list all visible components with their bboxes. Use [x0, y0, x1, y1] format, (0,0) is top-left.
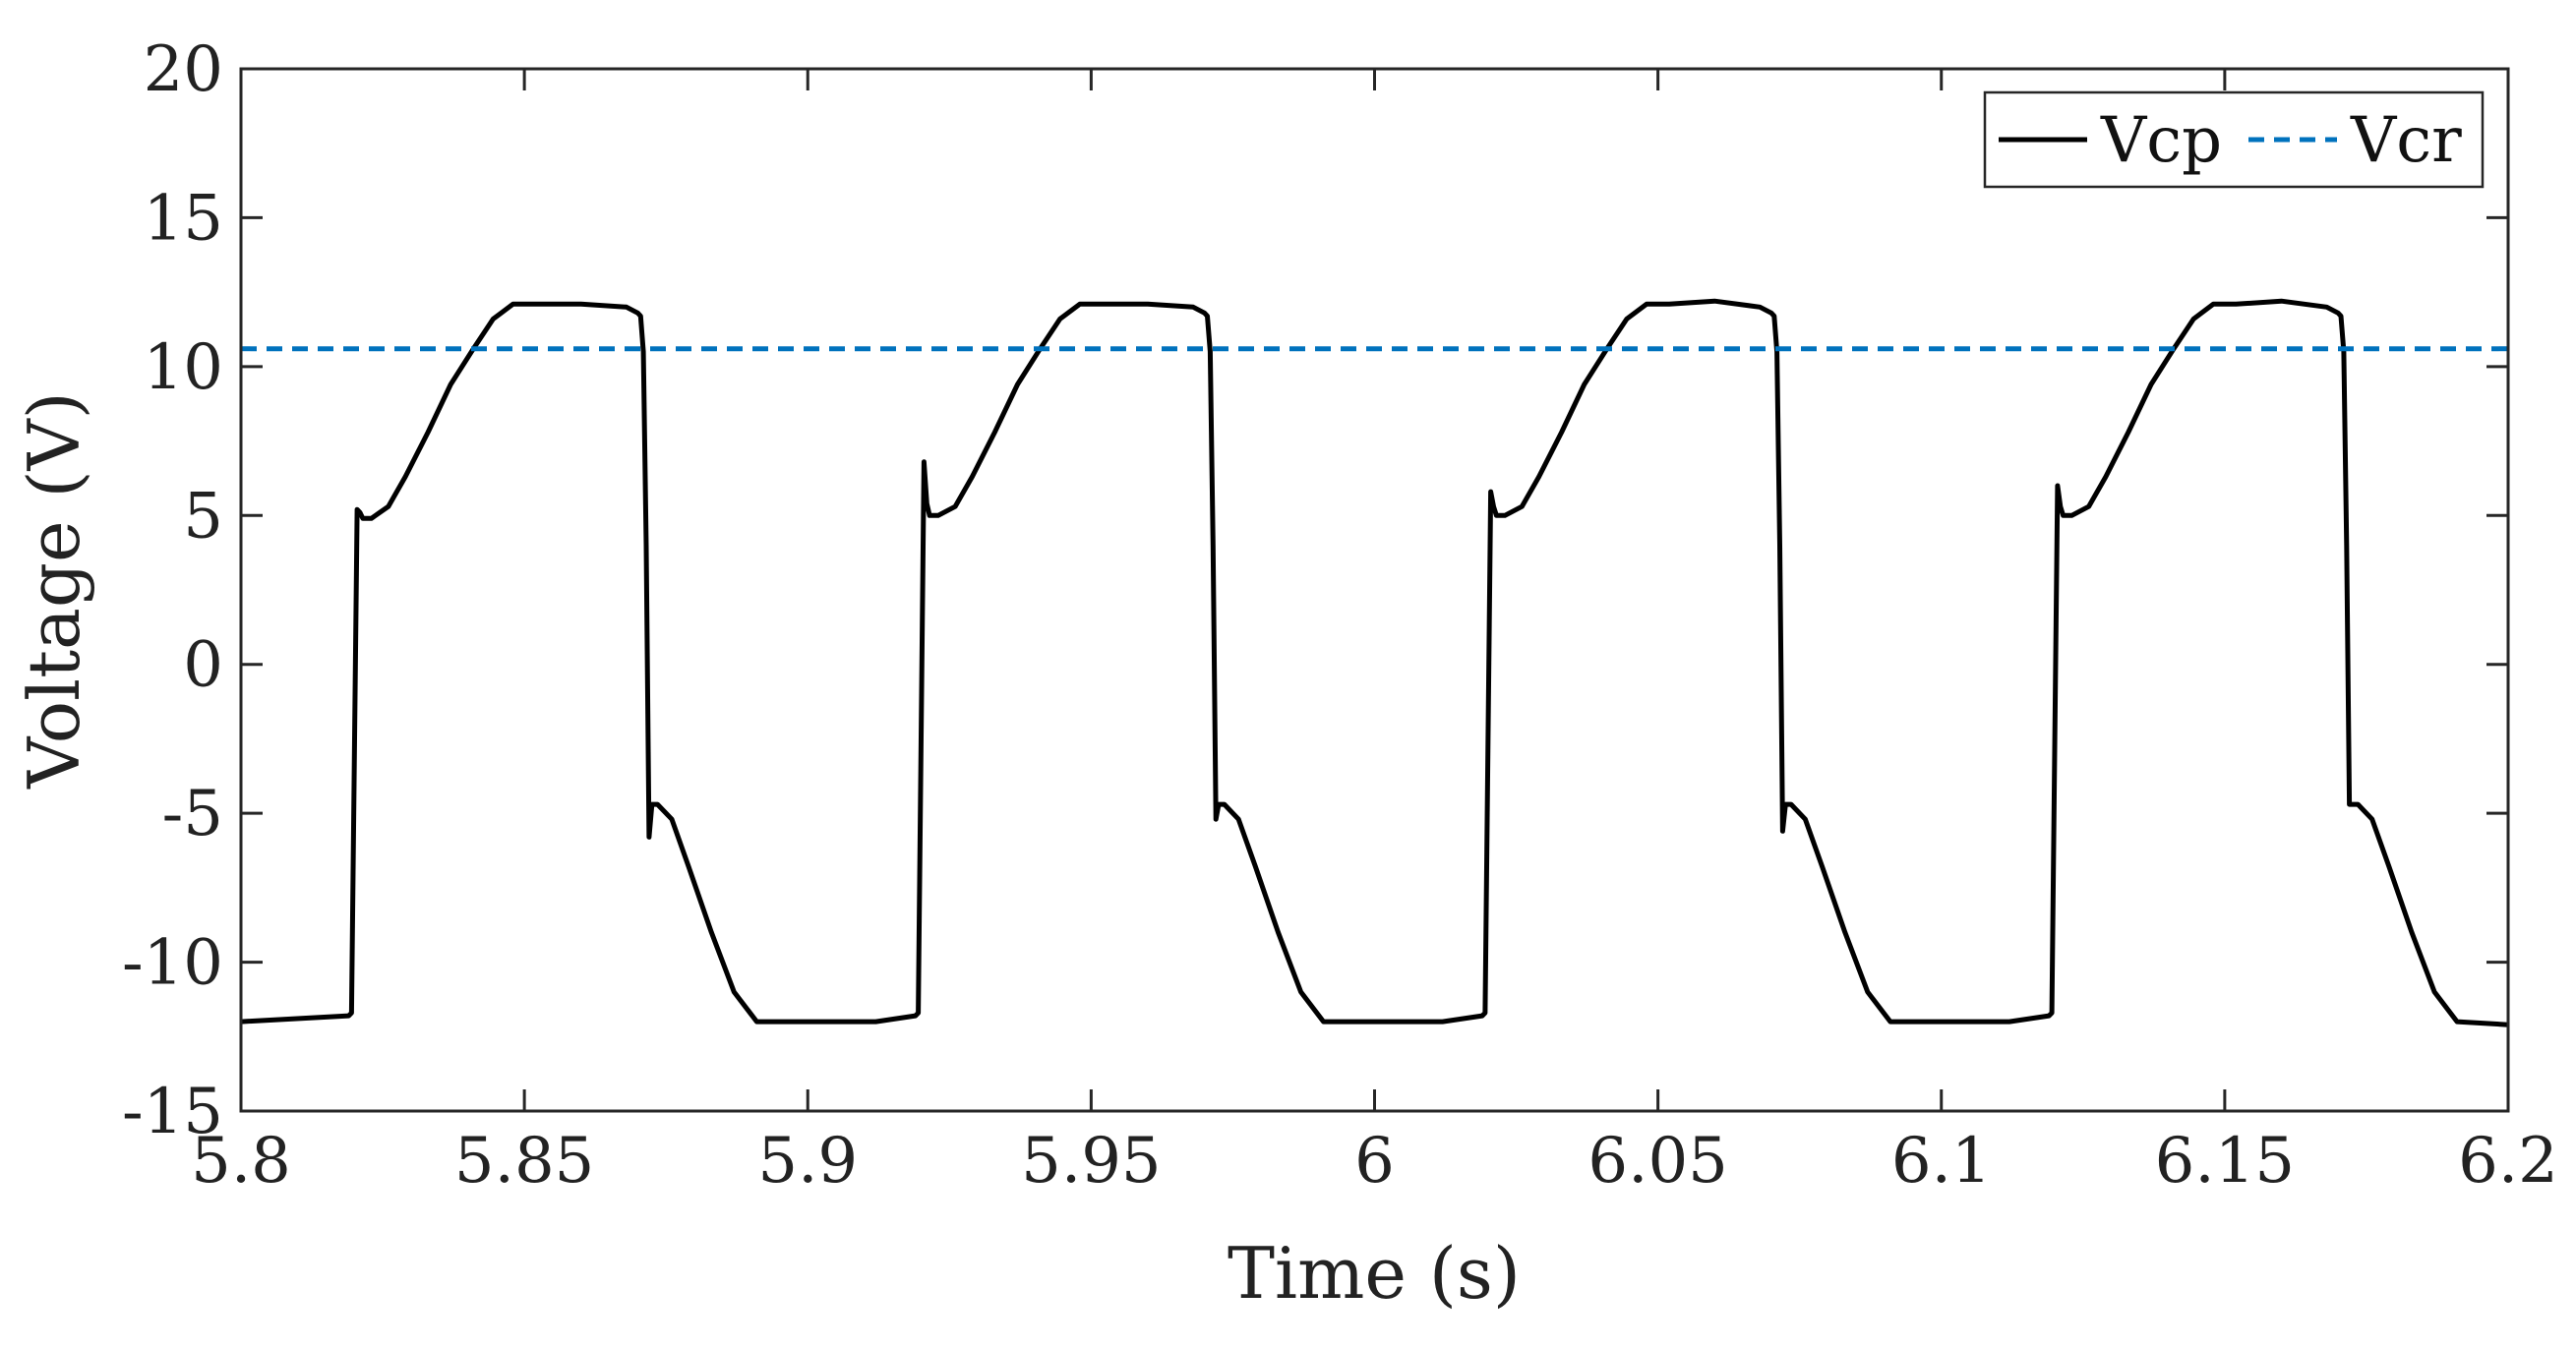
x-tick-label: 6.2 — [2458, 1125, 2558, 1198]
series-line-vcp — [240, 298, 2509, 1027]
y-tick-label: 0 — [183, 629, 223, 702]
y-tick-label: -5 — [162, 778, 223, 850]
x-tick-label: 6 — [1354, 1125, 1395, 1198]
x-tick-label: 5.8 — [191, 1125, 291, 1198]
x-axis-label: Time (s) — [1228, 1232, 1521, 1315]
x-tick-label: 6.1 — [1891, 1125, 1992, 1198]
x-tick-label: 5.9 — [757, 1125, 858, 1198]
x-tick-label: 6.05 — [1588, 1125, 1728, 1198]
legend: Vcp Vcr — [1983, 90, 2485, 189]
x-tick-label: 5.95 — [1021, 1125, 1162, 1198]
y-tick-label: -10 — [122, 927, 223, 1000]
y-tick-label: 10 — [144, 331, 223, 404]
legend-label-vcr: Vcr — [2350, 104, 2462, 177]
y-tick-label: 20 — [144, 33, 223, 106]
y-axis-label: Voltage (V) — [13, 391, 95, 789]
x-tick-label: 5.85 — [454, 1125, 595, 1198]
y-tick-label: 5 — [183, 480, 223, 553]
legend-label-vcp: Vcp — [2100, 104, 2222, 177]
y-tick-label: 15 — [144, 182, 223, 255]
y-tick-label: -15 — [122, 1076, 223, 1148]
plot-area — [240, 298, 2509, 1027]
axis-ticks: 5.8 5.85 5.9 5.95 6 6.05 6.1 6.15 6.2 -15 -10 -5 0 5 1… — [122, 33, 2558, 1198]
x-tick-label: 6.15 — [2155, 1125, 2296, 1198]
